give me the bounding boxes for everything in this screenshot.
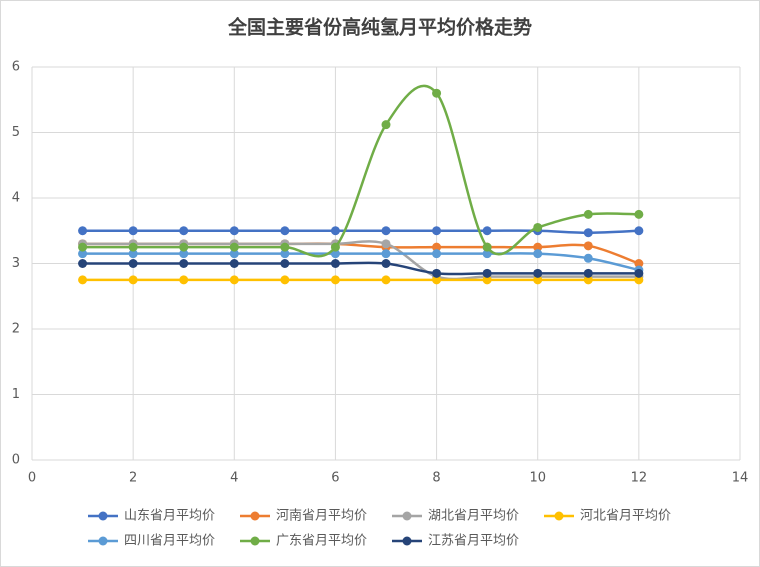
- point-marker: [229, 275, 239, 285]
- point-marker: [432, 242, 442, 252]
- legend-marker: [98, 511, 108, 521]
- point-marker: [280, 242, 290, 252]
- point-marker: [229, 226, 239, 236]
- y-tick-label: 5: [12, 125, 20, 140]
- point-marker: [78, 242, 88, 252]
- point-marker: [280, 249, 290, 259]
- point-marker: [179, 275, 189, 285]
- point-marker: [482, 268, 492, 278]
- legend-marker: [98, 536, 108, 546]
- x-tick-label: 0: [28, 471, 36, 486]
- point-marker: [280, 226, 290, 236]
- point-marker: [179, 249, 189, 259]
- point-marker: [634, 259, 644, 268]
- point-marker: [229, 242, 239, 252]
- point-marker: [78, 275, 88, 285]
- legend-marker: [402, 536, 412, 546]
- point-marker: [229, 259, 239, 268]
- x-tick-label: 4: [230, 471, 238, 486]
- point-marker: [128, 275, 138, 285]
- x-tick-label: 14: [732, 471, 749, 486]
- legend-marker: [554, 511, 564, 521]
- legend-label: 湖北省月平均价: [428, 509, 519, 524]
- legend-label: 河南省月平均价: [276, 508, 367, 524]
- point-marker: [533, 249, 543, 259]
- point-marker: [128, 259, 138, 268]
- x-tick-label: 2: [129, 471, 137, 486]
- y-tick-label: 6: [12, 60, 20, 75]
- point-marker: [634, 226, 644, 236]
- point-marker: [432, 249, 442, 259]
- point-marker: [533, 242, 543, 252]
- chart-title: 全国主要省份高纯氢月平均价格走势: [227, 16, 532, 39]
- point-marker: [78, 259, 88, 268]
- point-marker: [381, 259, 391, 268]
- y-tick-label: 3: [12, 256, 20, 271]
- point-marker: [432, 268, 442, 278]
- x-tick-label: 10: [529, 471, 546, 486]
- point-marker: [78, 249, 88, 259]
- point-marker: [432, 226, 442, 236]
- point-marker: [583, 209, 593, 219]
- point-marker: [583, 228, 593, 238]
- point-marker: [482, 242, 492, 252]
- point-marker: [432, 275, 442, 285]
- point-marker: [179, 226, 189, 236]
- point-marker: [381, 249, 391, 259]
- point-marker: [583, 241, 593, 251]
- point-marker: [128, 249, 138, 259]
- y-tick-label: 4: [12, 191, 20, 206]
- point-marker: [229, 249, 239, 259]
- point-marker: [381, 226, 391, 236]
- legend-label: 广东省月平均价: [276, 534, 367, 549]
- legend-label: 四川省月平均价: [124, 534, 215, 549]
- point-marker: [381, 239, 391, 249]
- point-marker: [280, 259, 290, 268]
- point-marker: [179, 259, 189, 268]
- point-marker: [583, 253, 593, 263]
- point-marker: [381, 275, 391, 285]
- point-marker: [482, 275, 492, 285]
- point-marker: [330, 259, 340, 268]
- point-marker: [330, 226, 340, 236]
- x-tick-label: 12: [631, 471, 648, 486]
- point-marker: [634, 275, 644, 285]
- point-marker: [78, 226, 88, 236]
- x-tick-label: 8: [432, 471, 440, 486]
- point-marker: [432, 88, 442, 98]
- legend-marker: [402, 511, 412, 521]
- point-marker: [128, 242, 138, 252]
- x-tick-label: 6: [331, 471, 339, 486]
- legend-marker: [250, 536, 260, 546]
- legend-label: 山东省月平均价: [124, 509, 215, 524]
- point-marker: [634, 209, 644, 219]
- point-marker: [533, 268, 543, 278]
- point-marker: [179, 242, 189, 252]
- y-tick-label: 0: [12, 453, 20, 468]
- legend-label: 河北省月平均价: [580, 509, 671, 524]
- point-marker: [533, 222, 543, 232]
- point-marker: [330, 242, 340, 252]
- point-marker: [381, 120, 391, 130]
- point-marker: [330, 249, 340, 259]
- point-marker: [583, 268, 593, 278]
- legend-marker: [250, 511, 260, 521]
- point-marker: [128, 226, 138, 236]
- point-marker: [482, 226, 492, 236]
- point-marker: [330, 275, 340, 285]
- point-marker: [280, 275, 290, 285]
- y-tick-label: 1: [12, 387, 20, 402]
- point-marker: [533, 275, 543, 285]
- legend-label: 江苏省月平均价: [428, 533, 519, 549]
- y-tick-label: 2: [12, 322, 20, 337]
- point-marker: [583, 275, 593, 285]
- point-marker: [634, 268, 644, 278]
